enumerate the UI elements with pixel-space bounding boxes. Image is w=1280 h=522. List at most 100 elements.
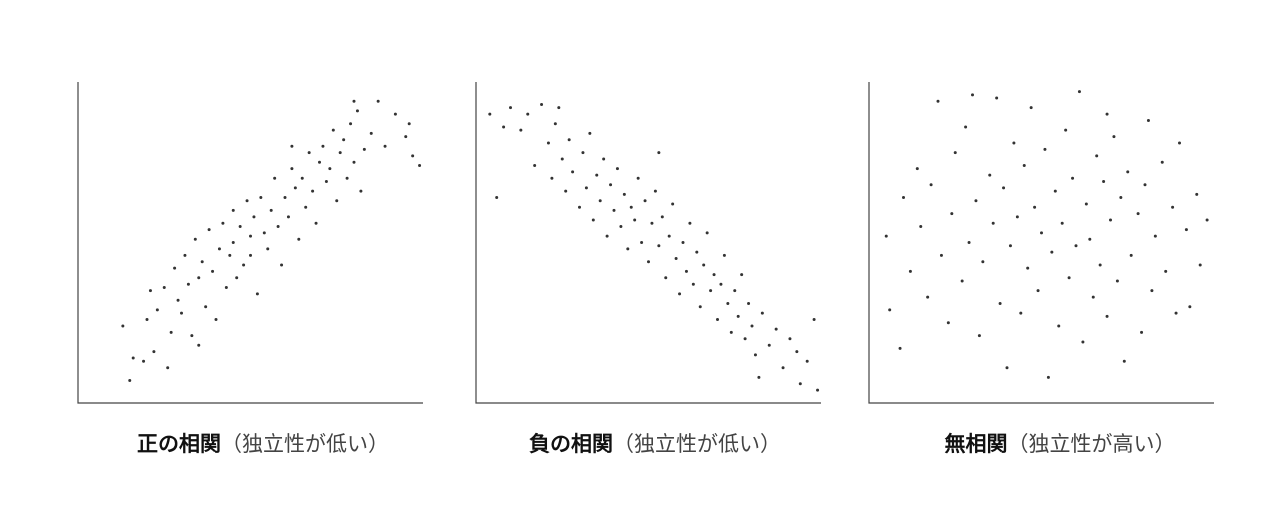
data-point <box>650 221 654 225</box>
data-point <box>162 285 166 289</box>
data-point <box>936 99 940 103</box>
data-point <box>519 128 523 132</box>
data-point <box>729 330 733 334</box>
data-point <box>148 289 152 293</box>
caption-positive: 正の相関（独立性が低い） <box>137 428 389 458</box>
data-point <box>657 244 661 248</box>
data-point <box>1019 311 1023 315</box>
data-point <box>733 289 737 293</box>
data-point <box>404 135 408 139</box>
data-point <box>1205 218 1209 222</box>
data-point <box>540 102 544 106</box>
data-point <box>1095 154 1099 158</box>
data-point <box>321 144 325 148</box>
data-point <box>612 208 616 212</box>
data-point <box>362 147 366 151</box>
data-point <box>602 157 606 161</box>
data-point <box>964 125 968 129</box>
data-point <box>176 298 180 302</box>
data-point <box>929 183 933 187</box>
data-point <box>609 183 613 187</box>
data-point <box>1012 141 1016 145</box>
data-point <box>359 189 363 193</box>
data-point <box>286 215 290 219</box>
data-point <box>660 215 664 219</box>
data-point <box>688 221 692 225</box>
data-point <box>1081 340 1085 344</box>
data-point <box>193 237 197 241</box>
data-point <box>259 196 263 200</box>
data-point <box>142 359 146 363</box>
data-point <box>674 257 678 261</box>
data-point <box>1046 375 1050 379</box>
data-point <box>1060 221 1064 225</box>
data-point <box>588 131 592 135</box>
data-point <box>719 282 723 286</box>
chart-title: 無相関 <box>944 432 1008 456</box>
data-point <box>664 276 668 280</box>
data-point <box>221 221 225 225</box>
data-point <box>626 247 630 251</box>
data-point <box>411 154 415 158</box>
data-point <box>678 292 682 296</box>
data-point <box>946 321 950 325</box>
data-point <box>1188 305 1192 309</box>
data-point <box>1105 112 1109 116</box>
data-point <box>238 224 242 228</box>
data-point <box>591 218 595 222</box>
data-point <box>622 192 626 196</box>
data-point <box>1102 180 1106 184</box>
data-point <box>242 263 246 267</box>
data-point <box>1043 147 1047 151</box>
data-point <box>262 231 266 235</box>
data-point <box>695 250 699 254</box>
data-point <box>318 160 321 164</box>
data-point <box>231 208 235 212</box>
data-point <box>1064 128 1068 132</box>
data-point <box>747 301 751 305</box>
data-point <box>705 231 709 235</box>
data-point <box>884 234 888 238</box>
data-point <box>207 228 211 232</box>
data-point <box>335 199 339 203</box>
data-point <box>1033 205 1037 209</box>
data-point <box>781 366 785 370</box>
data-point <box>1126 170 1130 174</box>
data-point <box>798 382 802 386</box>
data-point <box>1136 212 1140 216</box>
data-point <box>1040 231 1043 235</box>
data-point <box>1143 183 1147 187</box>
data-point <box>314 221 318 225</box>
data-point <box>145 318 149 322</box>
data-point <box>393 112 397 116</box>
data-point <box>939 253 943 257</box>
data-point <box>740 273 744 277</box>
data-point <box>1067 276 1071 280</box>
chart-subtitle: （独立性が低い） <box>613 432 781 456</box>
axes <box>475 82 821 404</box>
data-point <box>197 276 201 280</box>
data-point <box>180 311 183 315</box>
data-point <box>1171 205 1175 209</box>
data-point <box>581 151 585 155</box>
data-point <box>684 269 688 273</box>
data-point <box>1150 289 1154 293</box>
data-point <box>636 176 640 180</box>
data-point <box>338 151 342 155</box>
data-point <box>190 334 194 338</box>
data-point <box>533 163 537 167</box>
data-point <box>311 189 315 193</box>
data-point <box>1198 263 1202 267</box>
data-point <box>888 308 892 312</box>
data-point <box>953 151 957 155</box>
data-point <box>974 199 978 203</box>
data-point <box>273 176 277 180</box>
data-point <box>297 237 301 241</box>
chart-title: 正の相関 <box>137 432 221 456</box>
data-point <box>280 263 284 267</box>
chart-subtitle: （独立性が高い） <box>1007 432 1176 456</box>
data-point <box>383 144 387 148</box>
data-point <box>293 186 297 190</box>
data-point <box>1164 269 1168 273</box>
data-point <box>1195 192 1199 196</box>
